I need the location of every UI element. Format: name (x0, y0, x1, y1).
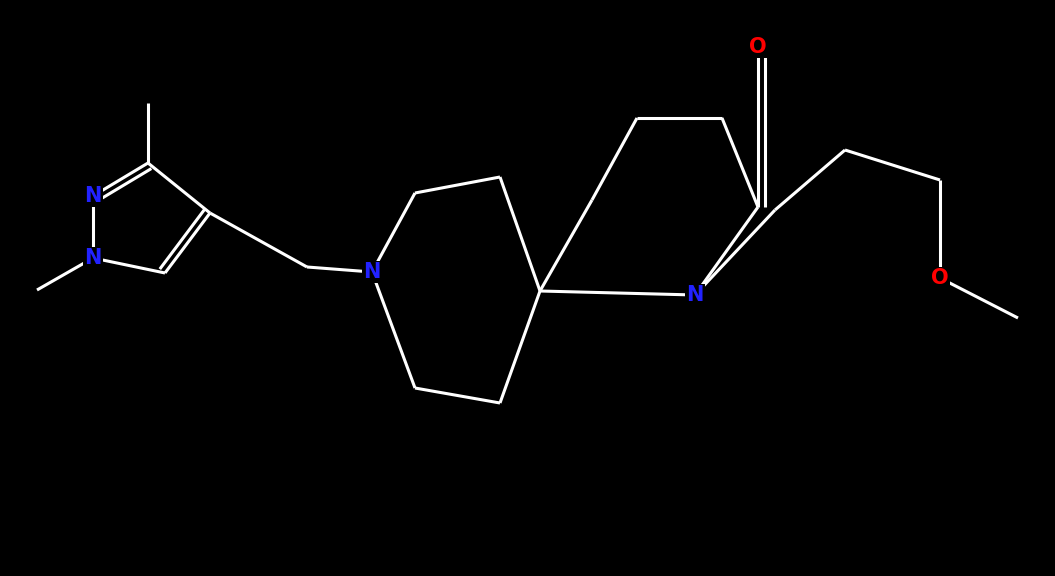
Text: O: O (932, 268, 948, 288)
Text: N: N (84, 248, 101, 268)
Text: N: N (687, 285, 704, 305)
Text: O: O (749, 37, 767, 57)
Text: N: N (363, 262, 381, 282)
Text: N: N (84, 186, 101, 206)
